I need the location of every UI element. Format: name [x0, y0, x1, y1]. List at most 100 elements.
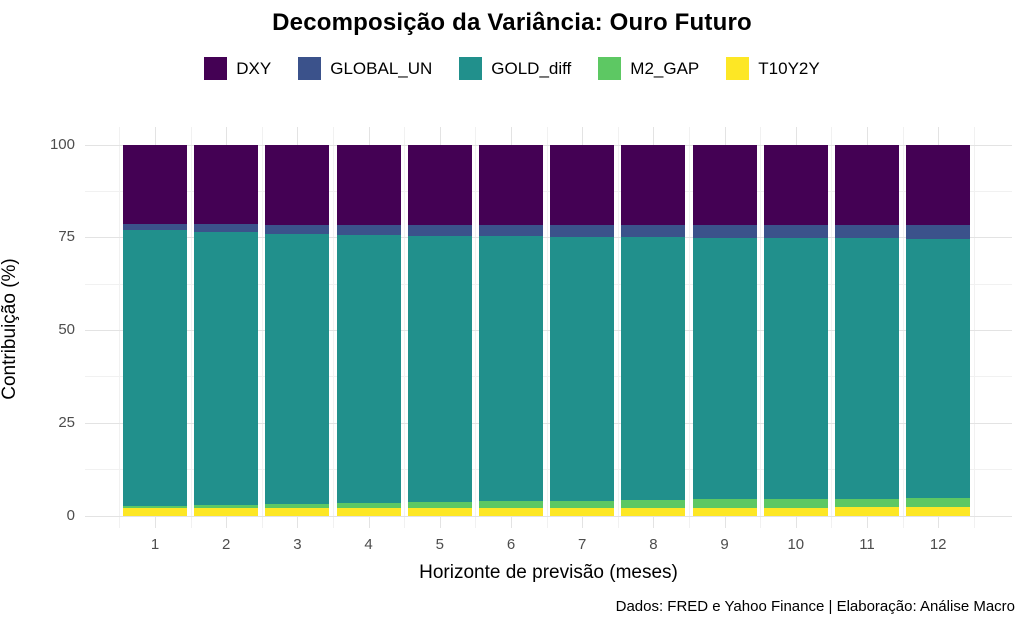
gridline-x-minor	[546, 127, 548, 528]
gridline-x-minor	[261, 127, 263, 528]
bar-segment-t10y2y	[550, 508, 615, 516]
gridline-x-minor	[831, 127, 833, 528]
stacked-bar-h9	[692, 144, 757, 516]
bar-segment-dxy	[407, 144, 472, 226]
bar-segment-dxy	[336, 144, 401, 226]
legend-key-global_un-swatch	[298, 57, 322, 80]
bar-segment-global_un	[835, 225, 899, 239]
gridline-x-minor	[973, 127, 975, 528]
gridline-x-minor	[617, 127, 619, 528]
x-tick-label: 8	[649, 536, 658, 553]
bar-segment-gold_diff	[906, 238, 971, 499]
bar-segment-dxy	[763, 144, 828, 226]
y-tick-label: 100	[49, 135, 75, 153]
gridline-x-minor	[475, 127, 477, 528]
stacked-bar-h8	[621, 144, 686, 516]
y-tick-label: 75	[58, 228, 75, 246]
chart-title: Decomposição da Variância: Ouro Futuro	[272, 9, 752, 36]
legend-item-global_un: GLOBAL_UN	[298, 57, 432, 80]
bar-segment-gold_diff	[621, 237, 686, 500]
bar-segment-m2_gap	[692, 499, 757, 508]
x-tick-label: 12	[929, 536, 947, 553]
bar-segment-global_un	[407, 225, 472, 236]
legend-item-t10y2y: T10Y2Y	[726, 57, 820, 80]
bar-segment-t10y2y	[835, 507, 899, 516]
x-tick-label: 4	[364, 536, 373, 553]
bar-segment-dxy	[123, 144, 187, 224]
bar-segment-m2_gap	[336, 502, 401, 509]
legend-key-t10y2y-swatch	[726, 57, 750, 80]
legend-label: GLOBAL_UN	[330, 58, 433, 78]
bar-segment-gold_diff	[265, 234, 330, 505]
bar-segment-t10y2y	[194, 508, 259, 516]
bar-segment-global_un	[336, 225, 401, 236]
chart-caption: Dados: FRED e Yahoo Finance | Elaboração…	[615, 598, 1015, 615]
gridline-y-major	[85, 237, 1012, 239]
x-tick-label: 1	[150, 536, 160, 553]
bar-segment-m2_gap	[265, 504, 330, 509]
bar-segment-t10y2y	[479, 508, 543, 516]
legend-label: M2_GAP	[630, 58, 700, 78]
bar-segment-t10y2y	[407, 508, 472, 516]
bar-segment-m2_gap	[479, 501, 543, 509]
stacked-bar-h10	[763, 144, 828, 516]
x-tick-label: 7	[578, 536, 587, 553]
bar-segment-global_un	[265, 225, 330, 235]
stacked-bar-h11	[835, 144, 899, 516]
bar-segment-m2_gap	[621, 499, 686, 508]
gridline-y-minor	[85, 190, 1012, 192]
bar-segment-gold_diff	[123, 230, 187, 506]
bar-segment-dxy	[265, 144, 330, 226]
x-tick-label: 5	[435, 536, 444, 553]
x-tick-label: 11	[859, 536, 875, 553]
gridline-x-minor	[689, 127, 690, 528]
legend: DXY GLOBAL_UN GOLD_diff M2_GAP T10Y2Y	[0, 57, 1024, 80]
gridline-y-minor	[85, 376, 1012, 378]
bar-segment-dxy	[692, 144, 757, 226]
stacked-bar-h4	[336, 144, 401, 516]
bar-segment-global_un	[692, 225, 757, 238]
x-tick-label: 9	[720, 536, 729, 553]
legend-label: GOLD_diff	[491, 58, 572, 78]
gridline-y-minor	[85, 283, 1012, 285]
x-tick-label: 10	[787, 536, 805, 553]
legend-label: T10Y2Y	[758, 58, 820, 78]
y-axis-title: Contribuição (%)	[0, 258, 20, 400]
x-tick-label: 3	[293, 536, 302, 553]
bar-segment-global_un	[479, 225, 543, 237]
bar-segment-global_un	[621, 225, 686, 238]
bar-segment-gold_diff	[407, 235, 472, 503]
bar-segment-dxy	[621, 144, 686, 226]
bar-segment-global_un	[550, 225, 615, 237]
gridline-x-minor	[902, 127, 904, 528]
gridline-y-major	[85, 330, 1012, 331]
legend-key-m2_gap-swatch	[598, 57, 622, 80]
legend-item-gold_diff: GOLD_diff	[459, 57, 571, 80]
bar-segment-t10y2y	[336, 508, 401, 516]
gridline-x-minor	[760, 127, 762, 528]
legend-item-dxy: DXY	[204, 57, 271, 80]
x-tick-label: 6	[506, 536, 516, 553]
legend-label: DXY	[236, 58, 272, 78]
gridline-x-minor	[190, 127, 192, 528]
bar-segment-global_un	[194, 224, 259, 233]
bar-segment-gold_diff	[479, 236, 543, 502]
bar-segment-gold_diff	[835, 238, 899, 499]
gridline-x-minor	[119, 127, 121, 528]
gridline-x-minor	[333, 127, 334, 528]
stacked-bar-h7	[550, 144, 615, 516]
bar-segment-gold_diff	[763, 238, 828, 500]
bar-segment-t10y2y	[906, 507, 971, 516]
bar-segment-m2_gap	[194, 504, 259, 509]
plot-panel	[85, 127, 1012, 528]
bar-segment-t10y2y	[763, 507, 828, 516]
gridline-y-major	[85, 422, 1012, 424]
bar-segment-gold_diff	[692, 237, 757, 500]
gridline-y-major	[85, 515, 1012, 517]
bar-segment-m2_gap	[407, 502, 472, 509]
legend-key-gold_diff-swatch	[459, 57, 483, 80]
bar-segment-t10y2y	[123, 508, 187, 516]
x-tick-label: 2	[222, 536, 231, 553]
stacked-bar-h12	[906, 144, 971, 516]
